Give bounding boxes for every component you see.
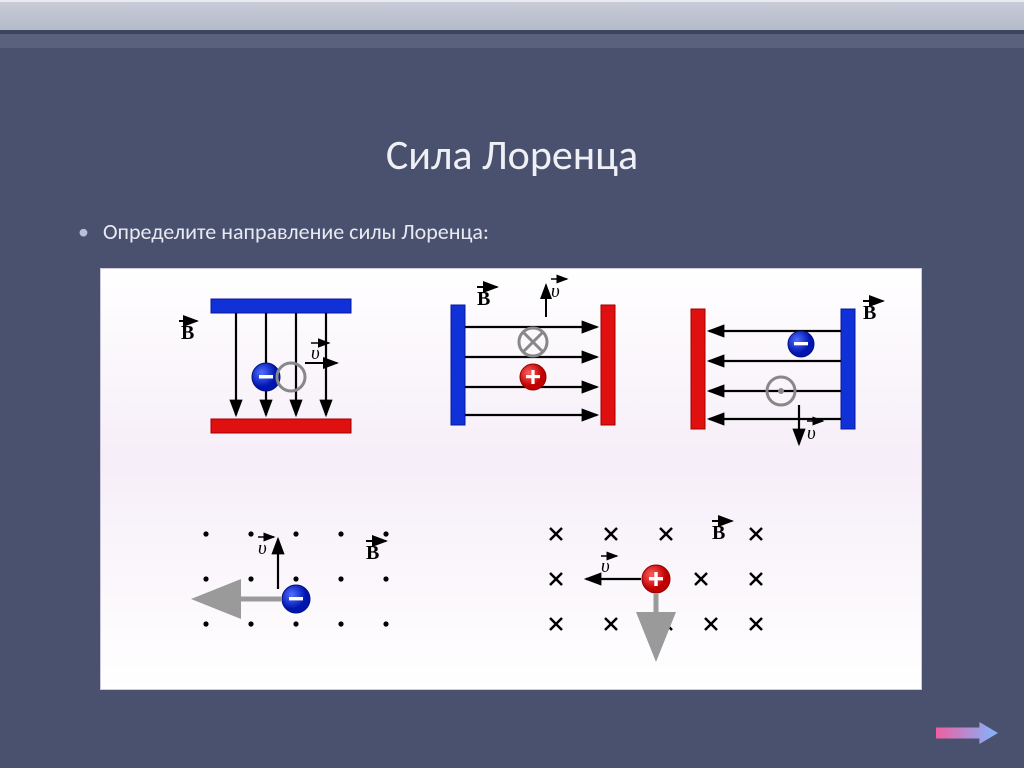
case-2: B υ [451,279,615,425]
physics-diagrams: B υ B υ B υ υ [101,269,921,689]
slide-title: Сила Лоренца [0,130,1024,181]
slide-top-bar [0,0,1024,30]
svg-text:B: B [477,288,490,310]
svg-text:υ: υ [807,423,816,444]
diagram-panel: B υ B υ B υ υ [100,268,922,690]
case-5: B υ [550,521,762,642]
case-1: B υ [179,299,351,433]
svg-text:B: B [181,322,194,344]
svg-text:B: B [366,542,379,564]
case-4: υ B [203,531,388,626]
svg-text:B: B [712,522,725,544]
back-stripe [0,34,1024,48]
svg-text:υ: υ [311,343,320,364]
svg-text:υ: υ [551,281,560,302]
svg-text:υ: υ [258,538,267,559]
next-slide-arrow[interactable] [936,722,998,744]
case-3: B υ [691,301,883,444]
svg-text:B: B [863,302,876,324]
svg-text:υ: υ [601,556,610,577]
slide-bullet: Определите направление силы Лоренца: [78,218,489,245]
